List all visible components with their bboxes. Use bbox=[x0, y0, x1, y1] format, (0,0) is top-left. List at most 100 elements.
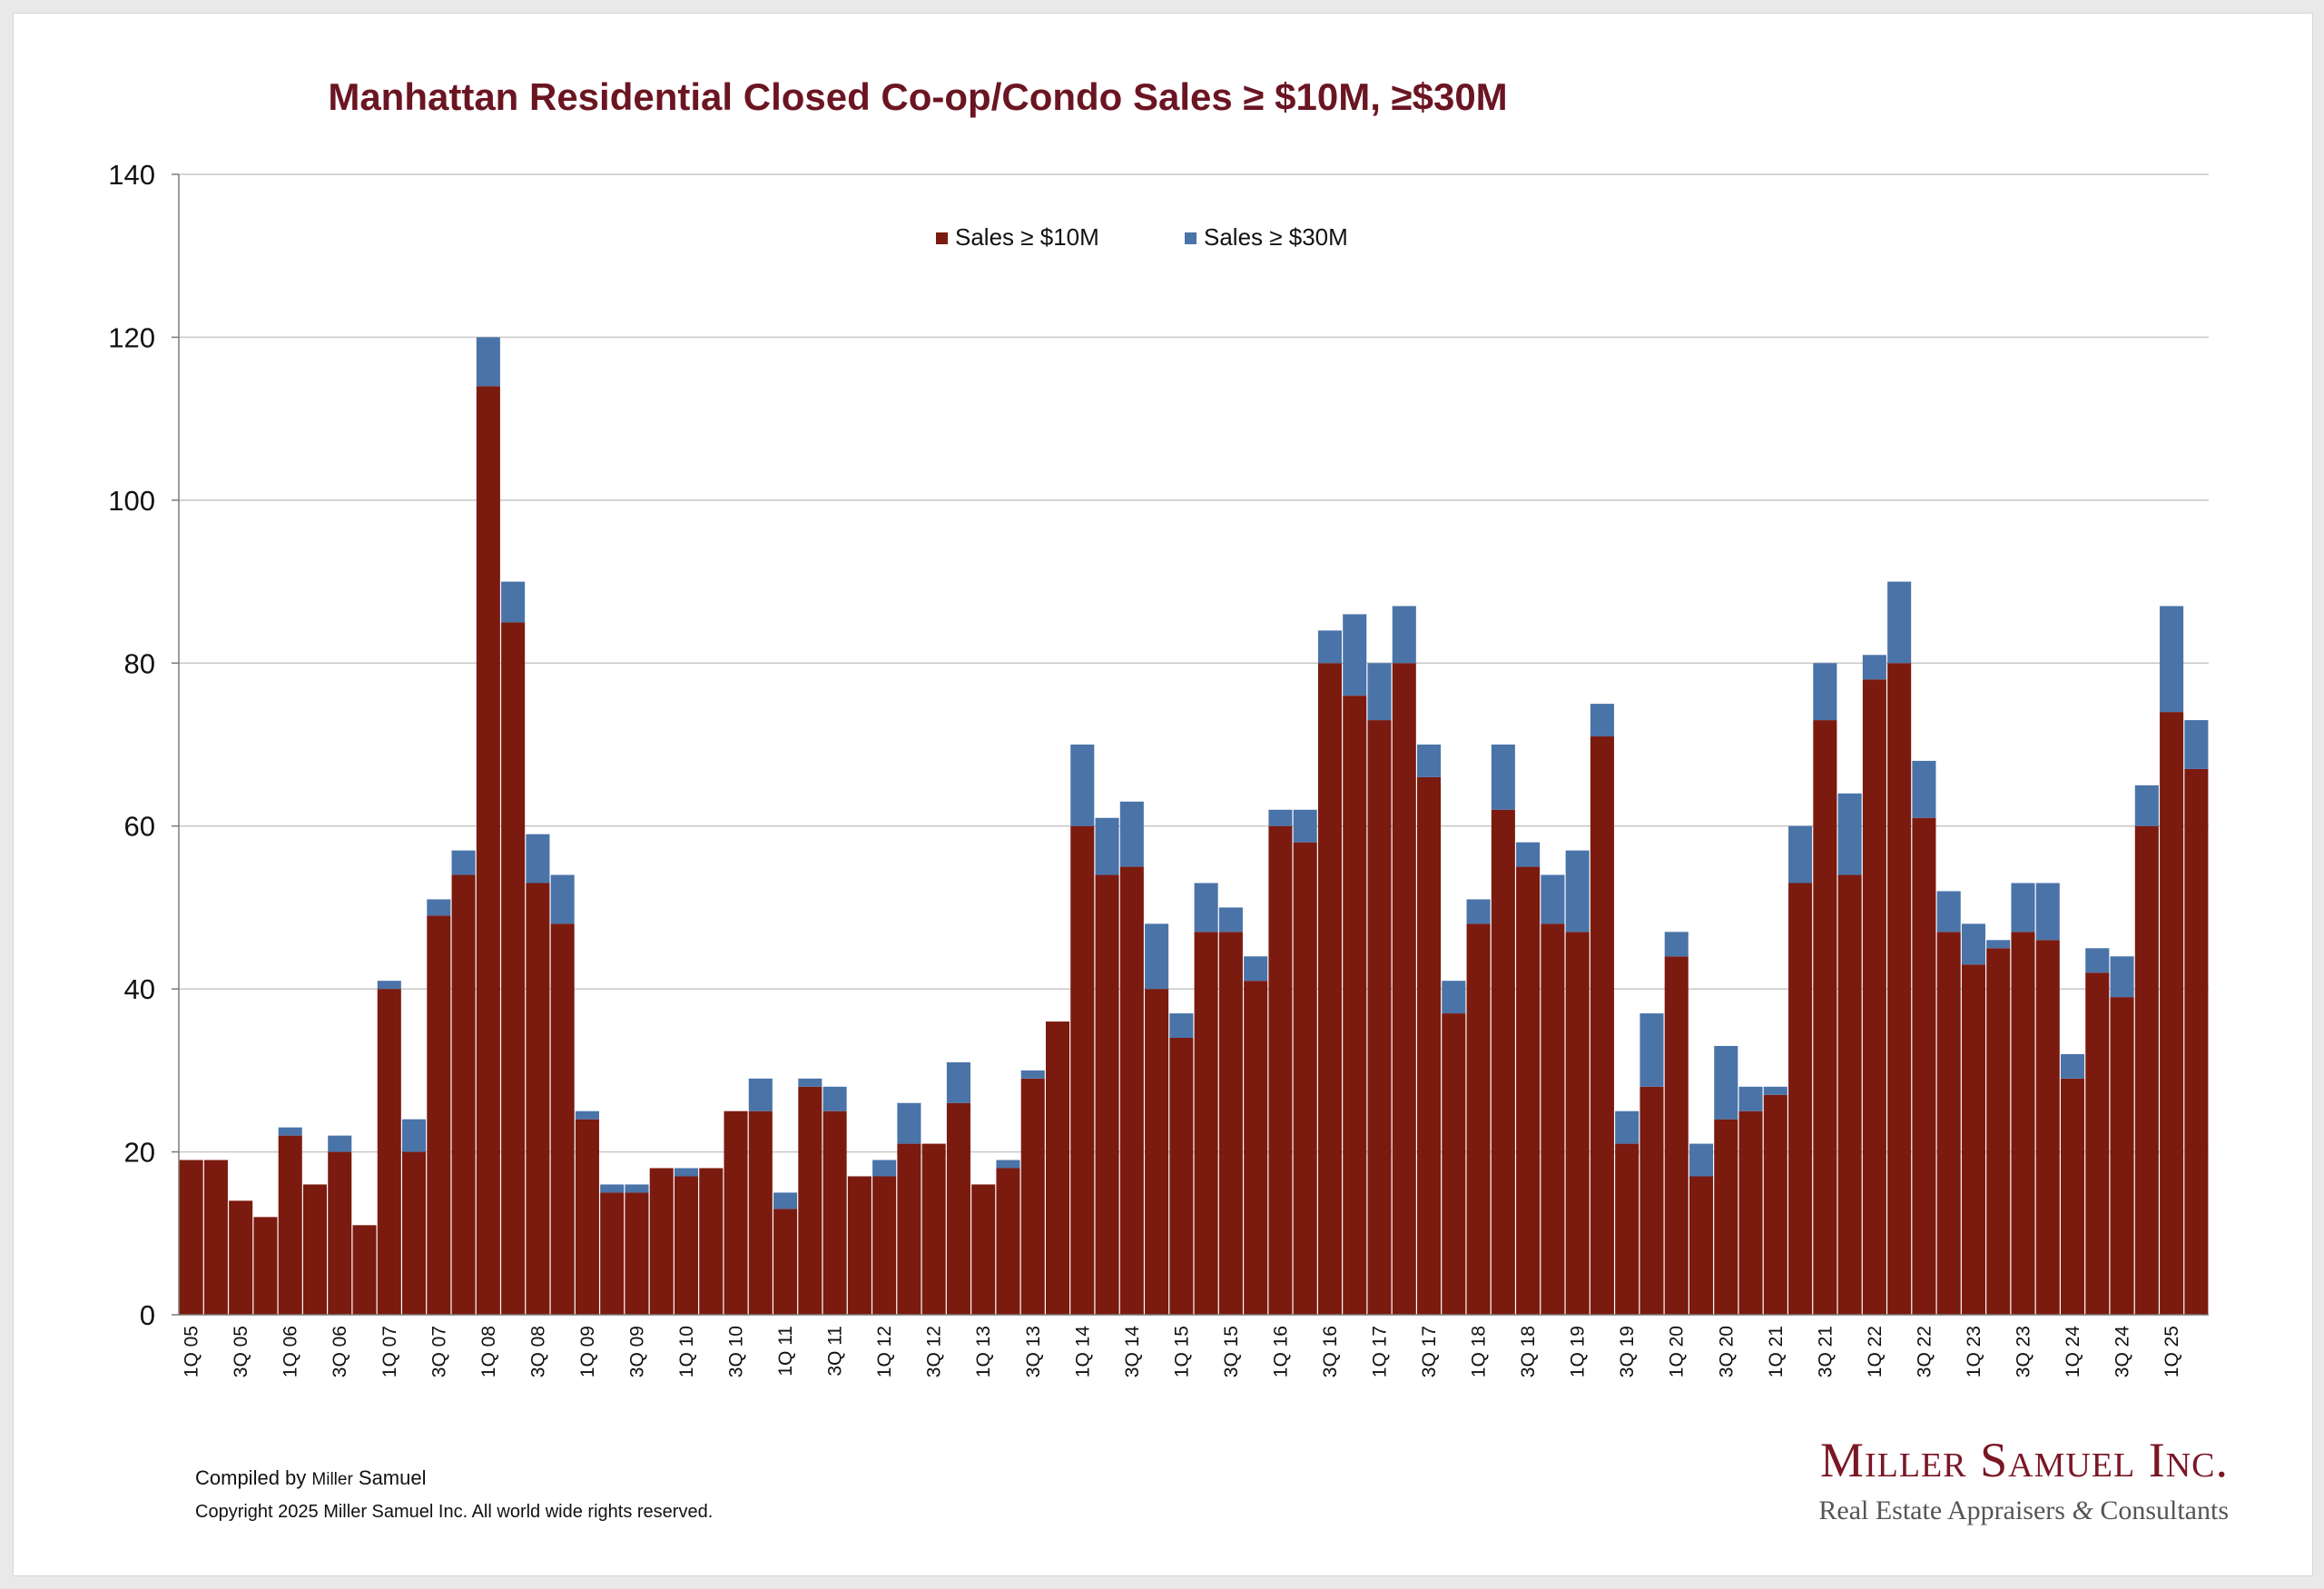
bar-sales-10m bbox=[1466, 923, 1491, 1315]
bar-sales-10m bbox=[1268, 825, 1293, 1315]
x-tick-label: 3Q 09 bbox=[626, 1326, 647, 1377]
bar-sales-10m bbox=[625, 1192, 649, 1315]
bar-sales-10m bbox=[946, 1102, 970, 1315]
bar-sales-10m bbox=[1218, 932, 1243, 1315]
x-tick-label: 1Q 11 bbox=[775, 1326, 796, 1377]
bar-sales-10m bbox=[179, 1160, 203, 1315]
x-tick-label: 3Q 17 bbox=[1419, 1326, 1440, 1377]
bar-sales-10m bbox=[1169, 1037, 1194, 1315]
bar-sales-10m bbox=[2110, 997, 2134, 1315]
bar-sales-10m bbox=[1020, 1078, 1045, 1315]
bar-sales-10m bbox=[1961, 964, 1985, 1315]
bar-sales-30m bbox=[1788, 825, 1813, 883]
x-tick-label: 1Q 05 bbox=[182, 1326, 202, 1377]
bar-sales-10m bbox=[971, 1184, 996, 1315]
bar-sales-30m bbox=[550, 874, 575, 924]
bar-sales-10m bbox=[1738, 1110, 1763, 1315]
bar-sales-30m bbox=[1095, 817, 1119, 875]
bar-sales-10m bbox=[377, 989, 401, 1315]
bar-sales-30m bbox=[1590, 704, 1614, 737]
tagline-left: Real Estate Appraisers bbox=[1818, 1495, 2073, 1525]
bar-sales-10m bbox=[2035, 940, 2060, 1315]
bar-sales-10m bbox=[1837, 874, 1862, 1315]
bar-sales-10m bbox=[2011, 932, 2035, 1315]
bar-sales-30m bbox=[476, 337, 500, 387]
x-tick-label: 1Q 23 bbox=[1964, 1326, 1984, 1377]
bar-sales-30m bbox=[1862, 655, 1886, 680]
x-axis-ticks: 1Q 05 3Q 05 1Q 06 3Q 06 1Q 07 3Q 07 1Q 08 3Q 08… bbox=[182, 1326, 2182, 1378]
bar-sales-10m bbox=[1986, 948, 2011, 1315]
bar-sales-30m bbox=[1367, 663, 1392, 721]
bar-sales-10m bbox=[1689, 1176, 1714, 1315]
bar-sales-10m bbox=[1714, 1119, 1738, 1315]
bar-sales-30m bbox=[1194, 883, 1218, 933]
legend-label-sales-10m: Sales ≥ $10M bbox=[955, 223, 1099, 251]
bar-sales-30m bbox=[1813, 663, 1837, 721]
bar-sales-10m bbox=[402, 1151, 427, 1315]
bar-sales-10m bbox=[1392, 663, 1416, 1315]
bar-sales-10m bbox=[1194, 932, 1218, 1315]
bar-sales-10m bbox=[1788, 883, 1813, 1315]
company-logo-tagline: Real Estate Appraisers & Consultants bbox=[1818, 1495, 2229, 1526]
bar-sales-30m bbox=[2060, 1053, 2085, 1079]
bar-sales-10m bbox=[1936, 932, 1961, 1315]
tagline-ampersand: & bbox=[2072, 1495, 2093, 1525]
x-tick-label: 3Q 21 bbox=[1815, 1326, 1836, 1377]
x-tick-label: 1Q 24 bbox=[2063, 1326, 2083, 1378]
x-tick-label: 3Q 10 bbox=[726, 1326, 747, 1377]
bar-sales-30m bbox=[1689, 1143, 1714, 1177]
bar-sales-10m bbox=[699, 1168, 724, 1315]
bar-sales-30m bbox=[328, 1135, 352, 1152]
legend-label-sales-30m: Sales ≥ $30M bbox=[1204, 223, 1348, 251]
bar-sales-30m bbox=[501, 581, 526, 623]
x-tick-label: 1Q 13 bbox=[973, 1326, 994, 1377]
bar-sales-30m bbox=[996, 1160, 1020, 1169]
bar-sales-30m bbox=[1169, 1013, 1194, 1038]
x-tick-label: 1Q 18 bbox=[1469, 1326, 1490, 1377]
bar-sales-10m bbox=[526, 883, 550, 1315]
bar-sales-10m bbox=[1813, 720, 1837, 1315]
x-tick-label: 1Q 25 bbox=[2162, 1326, 2182, 1377]
x-tick-label: 1Q 15 bbox=[1171, 1326, 1192, 1377]
bar-sales-10m bbox=[1343, 696, 1367, 1315]
bar-sales-10m bbox=[1244, 981, 1268, 1315]
bar-sales-30m bbox=[1516, 842, 1541, 867]
bar-sales-30m bbox=[402, 1119, 427, 1152]
bar-sales-30m bbox=[526, 834, 550, 883]
bar-sales-30m bbox=[1442, 981, 1466, 1014]
x-tick-label: 1Q 16 bbox=[1270, 1326, 1291, 1377]
bar-sales-10m bbox=[822, 1110, 847, 1315]
bar-sales-30m bbox=[2160, 606, 2184, 713]
bar-sales-10m bbox=[1367, 720, 1392, 1315]
x-tick-label: 3Q 05 bbox=[231, 1326, 251, 1377]
bar-sales-10m bbox=[1095, 874, 1119, 1315]
bar-sales-10m bbox=[847, 1176, 872, 1315]
bar-sales-30m bbox=[1615, 1110, 1640, 1144]
bar-sales-10m bbox=[1565, 932, 1590, 1315]
x-tick-label: 1Q 10 bbox=[676, 1326, 697, 1377]
bar-sales-10m bbox=[674, 1176, 699, 1315]
bar-sales-30m bbox=[2110, 956, 2134, 998]
bar-sales-10m bbox=[1887, 663, 1912, 1315]
bar-sales-10m bbox=[1417, 776, 1442, 1315]
bar-sales-30m bbox=[1837, 793, 1862, 875]
bar-sales-30m bbox=[1986, 940, 2011, 949]
bar-sales-30m bbox=[1119, 801, 1144, 867]
bar-sales-30m bbox=[1317, 630, 1343, 664]
bar-sales-30m bbox=[1244, 956, 1268, 982]
bar-sales-30m bbox=[1417, 745, 1442, 777]
bar-sales-10m bbox=[798, 1086, 822, 1315]
bar-sales-30m bbox=[1640, 1013, 1664, 1087]
x-tick-label: 3Q 23 bbox=[2013, 1326, 2034, 1377]
bar-sales-10m bbox=[1862, 679, 1886, 1315]
bar-sales-30m bbox=[427, 899, 451, 916]
compiled-name-small: Miller bbox=[311, 1470, 353, 1489]
bar-sales-30m bbox=[278, 1127, 302, 1136]
x-tick-label: 3Q 12 bbox=[924, 1326, 945, 1377]
bar-sales-10m bbox=[253, 1217, 278, 1315]
legend: Sales ≥ $10M Sales ≥ $30M bbox=[936, 223, 1348, 251]
x-tick-label: 1Q 06 bbox=[281, 1326, 301, 1377]
bar-sales-30m bbox=[946, 1061, 970, 1103]
bar-sales-30m bbox=[1293, 809, 1317, 843]
axes bbox=[172, 173, 2209, 1316]
